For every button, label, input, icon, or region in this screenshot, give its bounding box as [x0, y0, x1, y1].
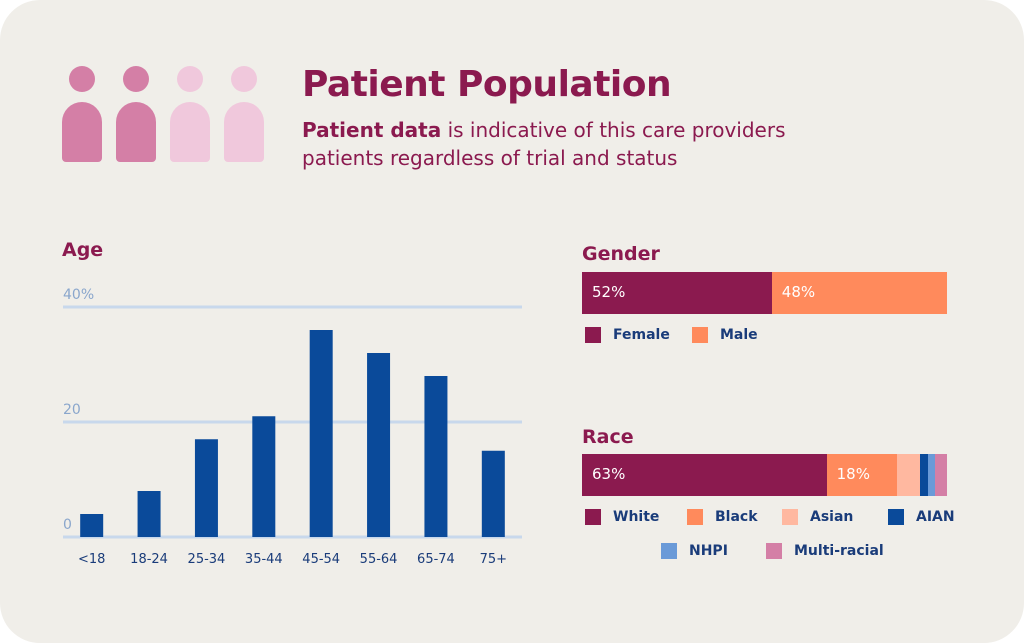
age-chart-title: Age: [62, 239, 104, 261]
people-icon-group: [62, 66, 267, 166]
legend-label: Black: [715, 509, 758, 525]
segment-multi-racial: [935, 454, 947, 496]
segment-asian: [896, 454, 920, 496]
segment-value-label: 52%: [592, 283, 626, 301]
legend-label: White: [613, 509, 660, 525]
segment-value-label: 63%: [592, 465, 626, 483]
gender-chart-title: Gender: [582, 243, 660, 265]
legend-item-black: Black: [687, 509, 758, 525]
age-bar-25-34: [194, 439, 218, 537]
legend-item-male: Male: [692, 327, 758, 343]
age-bar-<18: [80, 514, 104, 537]
segment-male: 48%: [771, 272, 947, 314]
age-bar-55-64: [367, 353, 391, 537]
legend-item-asian: Asian: [782, 509, 853, 525]
legend-label: NHPI: [689, 543, 728, 559]
legend-swatch: [766, 543, 782, 559]
legend-item-nhpi: NHPI: [661, 543, 728, 559]
age-bar-75+: [481, 450, 505, 537]
legend-label: Asian: [810, 509, 854, 525]
legend-swatch: [585, 509, 601, 525]
person-icon: [224, 66, 264, 162]
person-icon: [62, 66, 102, 162]
subtitle-text: is indicative of this care providers pat…: [302, 118, 786, 170]
x-tick-label: 35-44: [245, 552, 283, 567]
page-title: Patient Population: [302, 64, 672, 105]
person-icon: [170, 66, 210, 162]
legend-swatch: [782, 509, 798, 525]
x-tick-label: 25-34: [188, 552, 226, 567]
age-bar-45-54: [309, 330, 333, 537]
y-tick-label: 40%: [63, 287, 94, 303]
legend-label: Male: [720, 327, 758, 343]
age-bar-18-24: [137, 491, 161, 537]
x-tick-label: 55-64: [360, 552, 398, 567]
legend-swatch: [687, 509, 703, 525]
x-tick-label: 65-74: [417, 552, 455, 567]
segment-value-label: 48%: [781, 283, 816, 301]
x-tick-label: <18: [78, 552, 105, 567]
y-tick-label: 0: [63, 517, 72, 533]
segment-white: 63%: [582, 454, 827, 496]
legend-swatch: [661, 543, 677, 559]
subtitle-bold: Patient data: [302, 118, 442, 142]
legend-swatch: [585, 327, 601, 343]
segment-value-label: 18%: [836, 465, 870, 483]
race-chart-title: Race: [582, 426, 634, 448]
age-bar-65-74: [424, 376, 448, 537]
race-stacked-bar: 63% 18%: [582, 454, 947, 496]
segment-black: 18%: [826, 454, 897, 496]
legend-item-white: White: [585, 509, 659, 525]
x-tick-label: 18-24: [130, 552, 168, 567]
segment-female: 52%: [582, 272, 772, 314]
legend-swatch: [692, 327, 708, 343]
legend-label: Multi-racial: [794, 543, 884, 559]
page-subtitle: Patient data is indicative of this care …: [302, 116, 822, 172]
legend-swatch: [888, 509, 904, 525]
gender-stacked-bar: 52% 48%: [582, 272, 947, 314]
x-tick-label: 75+: [480, 552, 507, 567]
legend-label: AIAN: [916, 509, 955, 525]
legend-item-female: Female: [585, 327, 670, 343]
legend-item-aian: AIAN: [888, 509, 955, 525]
x-tick-label: 45-54: [302, 552, 340, 567]
legend-item-multi-racial: Multi-racial: [766, 543, 884, 559]
y-tick-label: 20: [63, 402, 81, 418]
segment-aian: [919, 454, 928, 496]
legend-label: Female: [613, 327, 670, 343]
segment-nhpi: [927, 454, 936, 496]
age-bar-35-44: [252, 416, 276, 537]
person-icon: [116, 66, 156, 162]
